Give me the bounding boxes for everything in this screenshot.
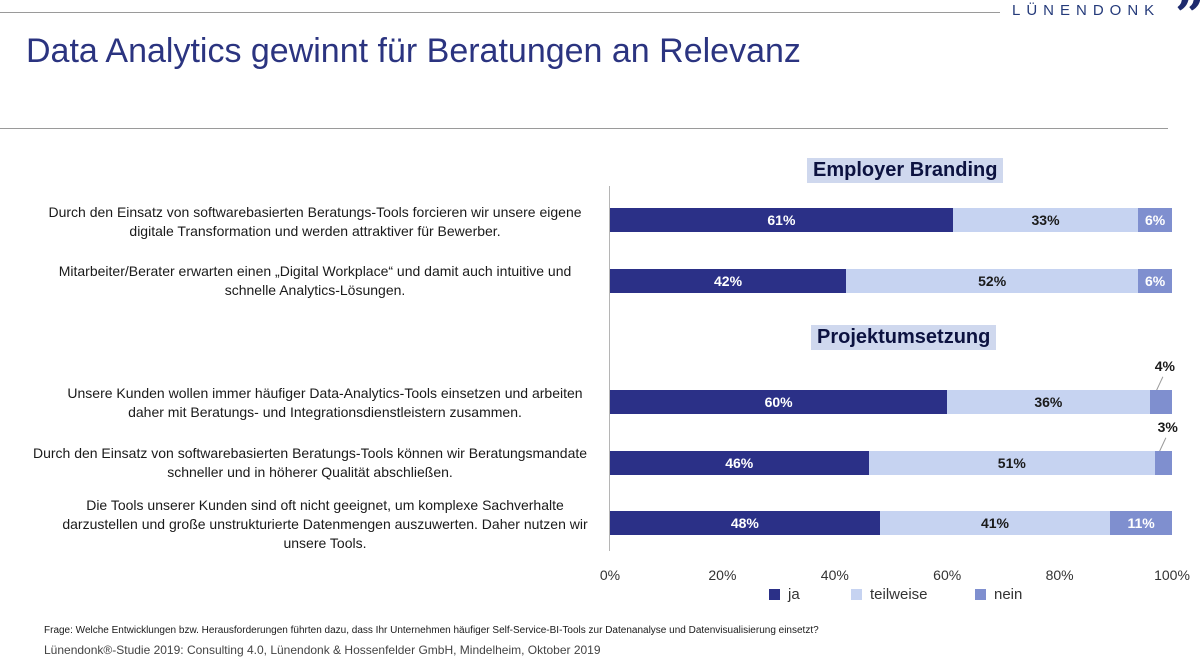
x-tick-label-4: 80% [1045,567,1074,583]
legend-label-teilweise: teilweise [870,586,928,603]
bar-segment-ja-2: 42% [610,269,847,293]
x-tick-label-2: 40% [820,567,849,583]
data-label-ja-5: 48% [730,515,759,531]
legend-item-ja: ja [769,586,800,603]
bar-segment-nein-3 [1149,390,1172,414]
legend-label-ja: ja [788,586,800,603]
data-label-ja-1: 61% [767,212,796,228]
data-label-teilweise-2: 52% [978,273,1007,289]
bar-row-1: 61% 33% 6% [610,208,1172,232]
x-tick-label-0: 0% [599,567,621,583]
header-rule [0,12,1000,13]
data-label-nein-1: 6% [1145,212,1166,228]
bar-segment-teilweise-1: 33% [952,208,1139,232]
bar-segment-nein-5: 11% [1110,511,1172,535]
survey-question-note: Frage: Welche Entwicklungen bzw. Herausf… [44,625,819,636]
data-label-nein-4: 3% [1157,419,1178,435]
bar-segment-nein-4 [1155,451,1172,475]
bar-row-3: 60% 36% [610,390,1172,414]
data-label-nein-5: 11% [1127,515,1155,531]
title-divider [0,128,1168,129]
data-label-teilweise-4: 51% [997,455,1026,471]
bar-segment-nein-1: 6% [1138,208,1172,232]
x-tick-label-3: 60% [933,567,962,583]
legend-label-nein: nein [994,586,1023,603]
bar-segment-ja-1: 61% [610,208,953,232]
bar-segment-ja-3: 60% [610,390,948,414]
legend-swatch-ja [769,589,780,600]
bar-segment-teilweise-2: 52% [846,269,1139,293]
bar-segment-ja-4: 46% [610,451,869,475]
brand-logo-text: LÜNENDONK [1012,2,1161,19]
bar-segment-teilweise-3: 36% [947,390,1150,414]
bar-row-5: 48% 41% 11% [610,511,1172,535]
section-employer-branding: Employer Branding [807,158,1004,183]
bar-segment-nein-2: 6% [1138,269,1172,293]
bar-segment-ja-5: 48% [610,511,880,535]
data-label-ja-3: 60% [764,394,793,410]
question-label-2: Mitarbeiter/Berater erwarten einen „Digi… [58,263,572,298]
legend-item-teilweise: teilweise [851,586,928,603]
data-label-nein-3: 4% [1154,358,1175,374]
question-label-1: Durch den Einsatz von softwarebasierten … [48,204,582,239]
question-label-5: Die Tools unserer Kunden sind oft nicht … [62,497,588,551]
legend-swatch-teilweise [851,589,862,600]
brand-quote-mark: ” [1175,0,1200,47]
chart-axis-line [609,186,610,551]
data-label-nein-2: 6% [1145,273,1166,289]
data-label-teilweise-3: 36% [1034,394,1063,410]
bar-row-2: 42% 52% 6% [610,269,1172,293]
data-label-ja-4: 46% [725,455,754,471]
legend-swatch-nein [975,589,986,600]
section-projektumsetzung: Projektumsetzung [811,325,997,350]
x-tick-label-5: 100% [1154,567,1190,583]
data-label-teilweise-1: 33% [1031,212,1060,228]
bar-segment-teilweise-4: 51% [868,451,1156,475]
bar-row-4: 46% 51% [610,451,1172,475]
source-note: Lünendonk®-Studie 2019: Consulting 4.0, … [44,643,601,657]
question-label-4: Durch den Einsatz von softwarebasierten … [32,445,588,480]
data-label-ja-2: 42% [714,273,743,289]
x-tick-label-1: 20% [708,567,737,583]
legend-item-nein: nein [975,586,1022,603]
question-label-3: Unsere Kunden wollen immer häufiger Data… [67,385,583,420]
data-label-teilweise-5: 41% [980,515,1009,531]
page-title: Data Analytics gewinnt für Beratungen an… [26,32,801,70]
bar-segment-teilweise-5: 41% [879,511,1111,535]
